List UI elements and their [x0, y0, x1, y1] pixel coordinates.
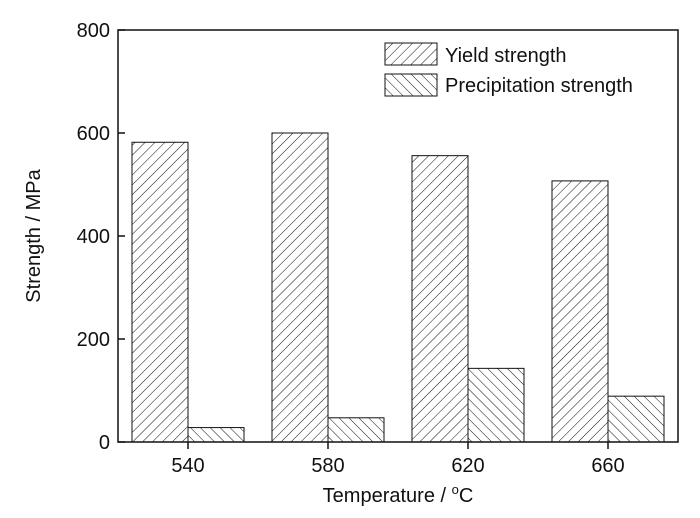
x-axis-label-main: Temperature / [323, 485, 452, 507]
x-tick-label-620: 620 [451, 455, 484, 477]
y-tick-label-0: 0 [99, 432, 110, 454]
bar-precipitation-strength-620 [467, 367, 525, 443]
bar-precipitation-strength-540 [187, 427, 245, 443]
bar-yield-strength-620 [411, 155, 469, 443]
legend-swatch-precipitation-strength [384, 73, 438, 97]
y-tick-label-200: 200 [77, 329, 110, 351]
bar-precipitation-strength-660 [607, 395, 665, 443]
legend-label-yield-strength: Yield strength [445, 45, 567, 67]
y-tick-label-600: 600 [77, 123, 110, 145]
legend-swatch-yield-strength [384, 42, 438, 66]
legend: Yield strength Precipitation strength [384, 42, 633, 97]
bar-yield-strength-660 [551, 180, 609, 443]
x-tick-label-580: 580 [311, 455, 344, 477]
y-axis: 0 200 400 600 800 [77, 20, 125, 454]
bar-yield-strength-540 [131, 141, 189, 443]
y-tick-label-800: 800 [77, 20, 110, 42]
x-tick-label-660: 660 [591, 455, 624, 477]
x-axis: 540 580 620 660 [171, 442, 625, 477]
bar-precipitation-strength-580 [327, 417, 385, 443]
x-tick-label-540: 540 [171, 455, 204, 477]
x-axis-label: Temperature / oC [323, 482, 474, 507]
x-axis-label-unit: C [459, 485, 473, 507]
y-tick-label-400: 400 [77, 226, 110, 248]
legend-label-precipitation-strength: Precipitation strength [445, 75, 633, 97]
x-axis-label-degree: o [452, 482, 459, 497]
bars-group [131, 132, 665, 443]
y-axis-label: Strength / MPa [23, 168, 45, 302]
bar-yield-strength-580 [271, 132, 329, 443]
